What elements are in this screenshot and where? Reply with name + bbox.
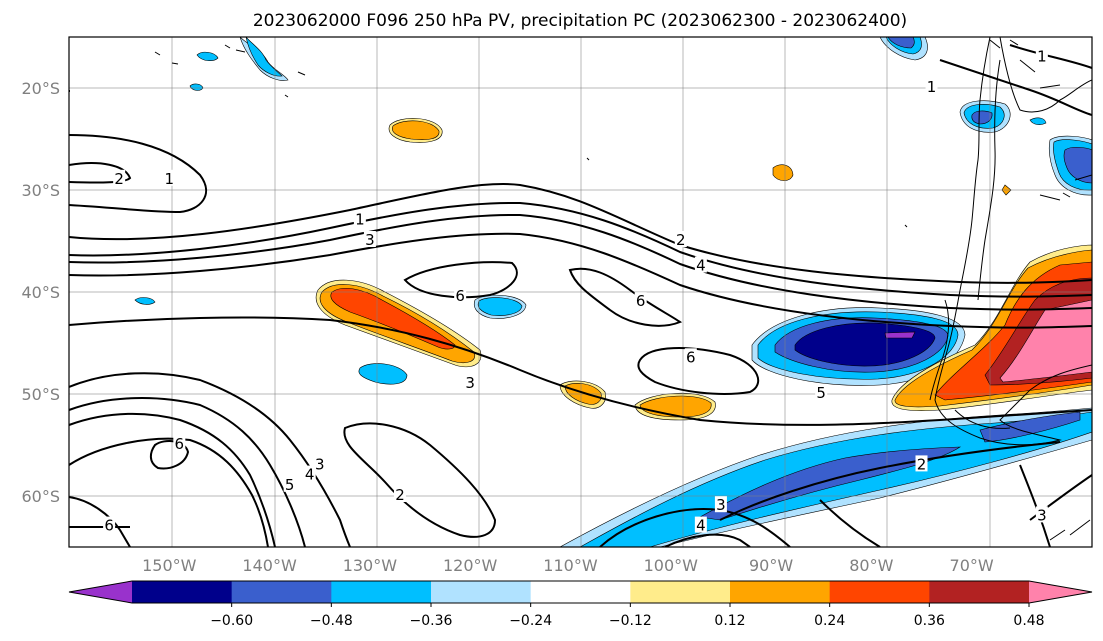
contour-label: 5 [816,384,826,402]
contour-label: 6 [175,435,185,453]
contour-label: 2 [917,455,927,473]
coastlines [154,37,1092,541]
lat-tick-label: 40°S [21,283,60,302]
contour-label: 6 [455,287,465,305]
colorbar-tick-label: 0.36 [914,613,945,629]
colorbar-tick-label: 0.48 [1013,613,1044,629]
contour-label: 1 [1037,47,1047,65]
contour-label: 4 [696,257,706,275]
map-frame [68,36,1093,548]
contour-label: 4 [305,466,315,484]
colorbar-segment [231,581,332,603]
lon-tick-label: 130°W [343,556,398,575]
contour-label: 6 [104,517,114,535]
pv-contours [69,44,1092,547]
contour-label: 1 [927,78,937,96]
colorbar-tick-label: −0.36 [410,613,453,629]
colorbar-segment [929,581,1030,603]
lat-tick-label: 60°S [21,487,60,506]
contour-label-bg [925,78,938,94]
colorbar-tick-label: −0.48 [310,613,353,629]
lon-tick-label: 90°W [749,556,793,575]
contour-label-bg [454,287,467,304]
contour-label-bg [173,435,186,451]
contour-label: 3 [315,455,325,473]
contour-label: 3 [1037,506,1047,524]
colorbar-segment [829,581,930,603]
colorbar-outline [68,580,1093,604]
colorbar-extend-low [69,581,132,603]
contour-label-bg [714,496,727,513]
colorbar [68,580,1093,604]
contour-label-bg [674,231,687,247]
contour-label-bg [1035,506,1048,523]
contour-label-bg [634,292,647,309]
contour-label: 2 [395,486,405,504]
contour-label: 1 [355,211,365,229]
contour-label-bg [303,465,316,482]
contour-label: 1 [165,170,175,188]
colorbar-tick-label: 0.12 [714,613,745,629]
colorbar-segment [431,581,532,603]
colorbar-tick-label: −0.12 [609,613,652,629]
contour-label-bg [1035,47,1048,64]
contour-label-bg [163,169,176,186]
contour-label-bg [464,373,477,390]
contour-label: 6 [686,348,696,366]
lon-tick-labels: 150°W 140°W 130°W 120°W 110°W 100°W 90°W 80°W 70… [142,556,994,575]
lon-tick-label: 140°W [242,556,297,575]
lat-tick-label: 30°S [21,181,60,200]
contour-label-bg [684,348,697,365]
contour-label-bg [915,455,928,472]
contour-label: 3 [365,231,375,249]
contour-label-bg [113,169,126,186]
contour-label: 5 [285,476,295,494]
contour-label: 4 [696,517,706,535]
lat-tick-labels: 20°S 30°S 40°S 50°S 60°S [21,79,60,506]
contour-label-bg [103,516,116,533]
contour-label-bg [283,475,296,492]
contour-label: 3 [716,496,726,514]
colorbar-extend-high [1029,581,1092,603]
contour-label-bg [313,455,326,472]
lat-tick-label: 50°S [21,385,60,404]
lat-tick-label: 20°S [21,79,60,98]
contour-label: 2 [676,231,686,249]
lon-tick-label: 80°W [849,556,893,575]
colorbar-segment [530,581,631,603]
colorbar-tick-labels: −0.60 −0.48 −0.36 −0.24 −0.12 0.12 0.24 0.36 0.4… [210,603,1045,629]
lon-tick-label: 110°W [543,556,598,575]
contour-label: 3 [465,374,475,392]
lon-tick-label: 100°W [644,556,699,575]
lon-tick-label: 150°W [142,556,197,575]
contour-label-bg [363,231,376,247]
map-gridlines [69,37,1092,547]
colorbar-segment [132,581,233,603]
colorbar-segment [730,581,831,603]
figure-title: 2023062000 F096 250 hPa PV, precipitatio… [253,11,907,31]
lon-tick-label: 70°W [950,556,994,575]
colorbar-tick-label: 0.24 [814,613,845,629]
contour-label: 2 [114,170,124,188]
colorbar-segment [630,581,731,603]
colorbar-tick-label: −0.24 [509,613,552,629]
contour-label-bg [353,210,366,227]
colorbar-segment [331,581,432,603]
contour-label: 6 [636,292,646,310]
contour-label-bg [694,516,707,533]
contour-label-bg [694,256,707,273]
contour-label-bg [393,486,406,502]
colorbar-tick-label: −0.60 [210,613,253,629]
lon-tick-label: 120°W [443,556,498,575]
contour-label-bg [815,384,828,400]
